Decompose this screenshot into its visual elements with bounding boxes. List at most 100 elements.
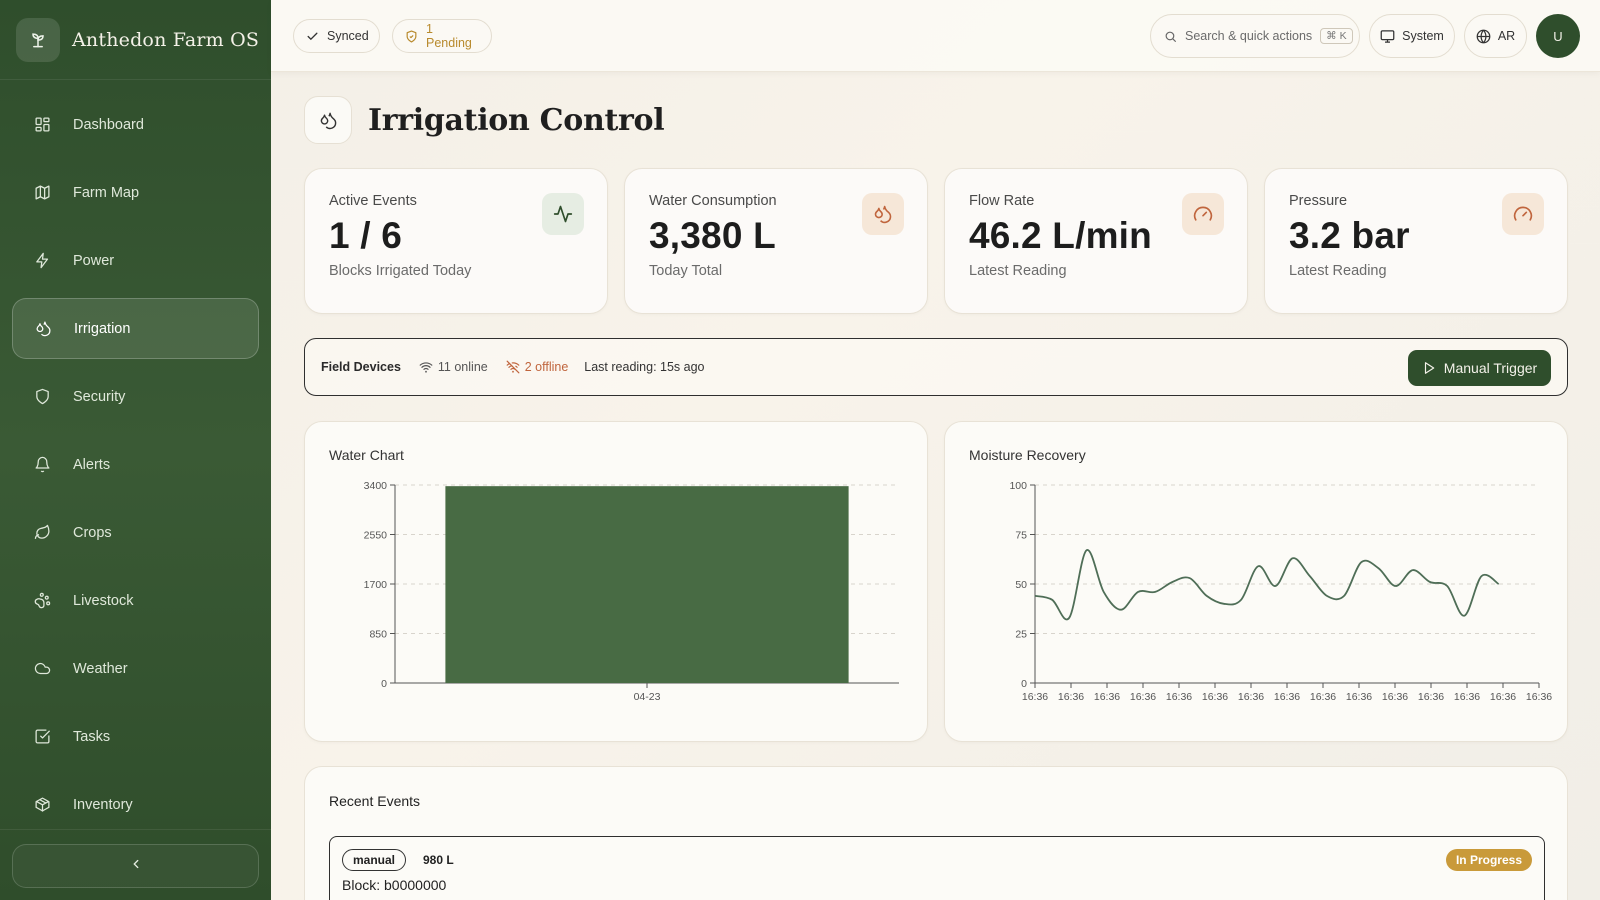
recent-events-title: Recent Events [329,793,421,809]
chart-title: Water Chart [329,447,404,463]
globe-icon [1476,29,1491,44]
x-tick-label: 16:36 [1418,691,1444,703]
language-button[interactable]: AR [1464,14,1527,58]
chevron-left-icon [129,857,143,876]
avatar[interactable]: U [1536,14,1580,58]
sidebar-item-security[interactable]: Security [12,366,259,427]
pending-status-label: 1 Pending [426,22,472,50]
dashboard-icon [33,116,51,134]
sidebar-item-tasks[interactable]: Tasks [12,706,259,767]
x-tick-label: 16:36 [1094,691,1120,703]
topbar: Synced 1 Pending Search & quick actions … [271,0,1600,72]
sidebar-item-livestock[interactable]: Livestock [12,570,259,631]
x-tick-label: 16:36 [1526,691,1552,703]
devices-offline-label: 2 offline [524,360,569,374]
sidebar-item-dashboard[interactable]: Dashboard [12,94,259,155]
stat-card-flow-rate: Flow Rate 46.2 L/min Latest Reading [944,168,1248,314]
y-tick-label: 2550 [364,530,388,542]
event-row[interactable]: manual 980 L Block: b0000000 In Progress [329,836,1545,900]
sidebar-item-label: Irrigation [74,320,131,337]
cloud-icon [33,660,51,678]
checkbox-icon [33,728,51,746]
x-tick-label: 16:36 [1490,691,1516,703]
droplets-icon [862,193,904,235]
package-icon [33,796,51,814]
field-devices-bar: Field Devices 11 online 2 offline Last r… [304,338,1568,396]
wifi-off-icon [506,360,520,374]
y-tick-label: 50 [1015,579,1027,591]
sidebar-item-label: Livestock [73,592,134,609]
stat-card-water-consumption: Water Consumption 3,380 L Today Total [624,168,928,314]
last-reading: Last reading: 15s ago [584,360,705,374]
stat-label: Active Events [329,193,417,209]
leaf-icon [33,524,51,542]
wifi-icon [419,360,433,374]
manual-trigger-label: Manual Trigger [1443,360,1538,376]
sidebar-item-weather[interactable]: Weather [12,638,259,699]
collapse-sidebar-button[interactable] [12,844,259,888]
y-tick-label: 75 [1015,530,1027,542]
field-devices-title: Field Devices [321,360,401,374]
language-label: AR [1497,29,1516,43]
gauge-icon [1502,193,1544,235]
x-tick-label: 16:36 [1202,691,1228,703]
sync-status-pill[interactable]: Synced [293,19,380,53]
x-tick-label: 16:36 [1274,691,1300,703]
sidebar-item-inventory[interactable]: Inventory [12,774,259,835]
devices-offline: 2 offline [506,360,569,374]
stat-value: 3.2 bar [1289,215,1410,256]
manual-trigger-button[interactable]: Manual Trigger [1408,350,1551,386]
sidebar-item-label: Power [73,252,115,269]
pending-status-pill[interactable]: 1 Pending [392,19,492,53]
search-input[interactable]: Search & quick actions ⌘ K [1150,14,1360,58]
play-icon [1422,361,1436,375]
x-tick-label: 16:36 [1346,691,1372,703]
stat-value: 46.2 L/min [969,215,1152,256]
stat-label: Water Consumption [649,193,777,209]
stat-label: Pressure [1289,193,1348,209]
sync-status-label: Synced [327,29,369,43]
search-icon [1164,30,1177,43]
sidebar-item-label: Security [73,388,126,405]
stat-label: Flow Rate [969,193,1035,209]
event-block: Block: b0000000 [342,877,447,893]
app-title: Anthedon Farm OS [72,28,260,51]
stat-sub: Latest Reading [1289,263,1387,279]
x-tick-label: 04-23 [634,691,661,703]
sidebar-item-label: Tasks [73,728,111,745]
sidebar-item-power[interactable]: Power [12,230,259,291]
x-tick-label: 16:36 [1166,691,1192,703]
page-header: Irrigation Control [304,96,665,144]
droplets-icon [34,320,52,338]
sidebar-item-label: Inventory [73,796,133,813]
water-chart: 0 850 1700 2550 3400 04-23 [364,480,899,703]
devices-online-label: 11 online [437,360,488,374]
sidebar-item-alerts[interactable]: Alerts [12,434,259,495]
sidebar-item-crops[interactable]: Crops [12,502,259,563]
series-line [1034,549,1500,621]
water-chart-card: Water Chart 0 850 1700 2550 3400 04-23 [304,421,928,742]
y-tick-label: 1700 [364,579,388,591]
y-tick-label: 25 [1015,629,1027,641]
recent-events-card: Recent Events manual 980 L Block: b00000… [304,766,1568,900]
sidebar-item-label: Weather [73,660,128,677]
sidebar-item-irrigation[interactable]: Irrigation [12,298,259,359]
page-title: Irrigation Control [368,102,665,138]
search-shortcut: ⌘ K [1320,28,1353,44]
event-volume: 980 L [423,853,454,867]
sidebar: Anthedon Farm OS Dashboard Farm Map Powe… [0,0,271,900]
theme-button[interactable]: System [1369,14,1455,58]
map-icon [33,184,51,202]
stat-value: 3,380 L [649,215,776,256]
y-tick-label: 0 [1021,678,1027,690]
brand: Anthedon Farm OS [0,0,271,80]
sidebar-item-label: Alerts [73,456,111,473]
stat-card-active-events: Active Events 1 / 6 Blocks Irrigated Tod… [304,168,608,314]
x-tick-label: 16:36 [1238,691,1264,703]
chart-title: Moisture Recovery [969,447,1086,463]
bar [445,486,849,683]
y-tick-label: 3400 [364,480,388,492]
sidebar-divider [0,829,271,830]
sidebar-item-farm-map[interactable]: Farm Map [12,162,259,223]
x-tick-label: 16:36 [1022,691,1048,703]
